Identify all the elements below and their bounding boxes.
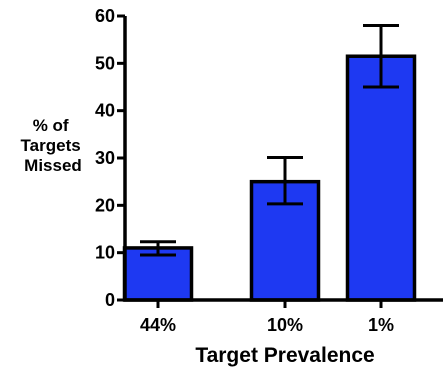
y-tick-label-20: 20 (95, 195, 115, 215)
y-axis-label-line-3: Missed (24, 156, 82, 175)
y-axis-label: % of Targets Missed (21, 116, 86, 175)
y-tick-label-0: 0 (105, 290, 115, 310)
x-tick-label-1: 44% (140, 315, 176, 335)
y-tick-label-50: 50 (95, 53, 115, 73)
plot-area: 0 10 20 30 40 50 60 44% 10% 1% (95, 6, 443, 335)
x-tick-label-3: 1% (368, 315, 394, 335)
y-axis-label-line-1: % of (33, 116, 69, 135)
y-tick-label-40: 40 (95, 101, 115, 121)
x-tick-label-2: 10% (267, 315, 303, 335)
y-tick-label-60: 60 (95, 6, 115, 26)
x-axis-title: Target Prevalence (195, 344, 374, 367)
y-tick-label-30: 30 (95, 148, 115, 168)
y-tick-label-10: 10 (95, 243, 115, 263)
y-axis-label-line-2: Targets (21, 136, 81, 155)
bar-3 (345, 54, 417, 302)
